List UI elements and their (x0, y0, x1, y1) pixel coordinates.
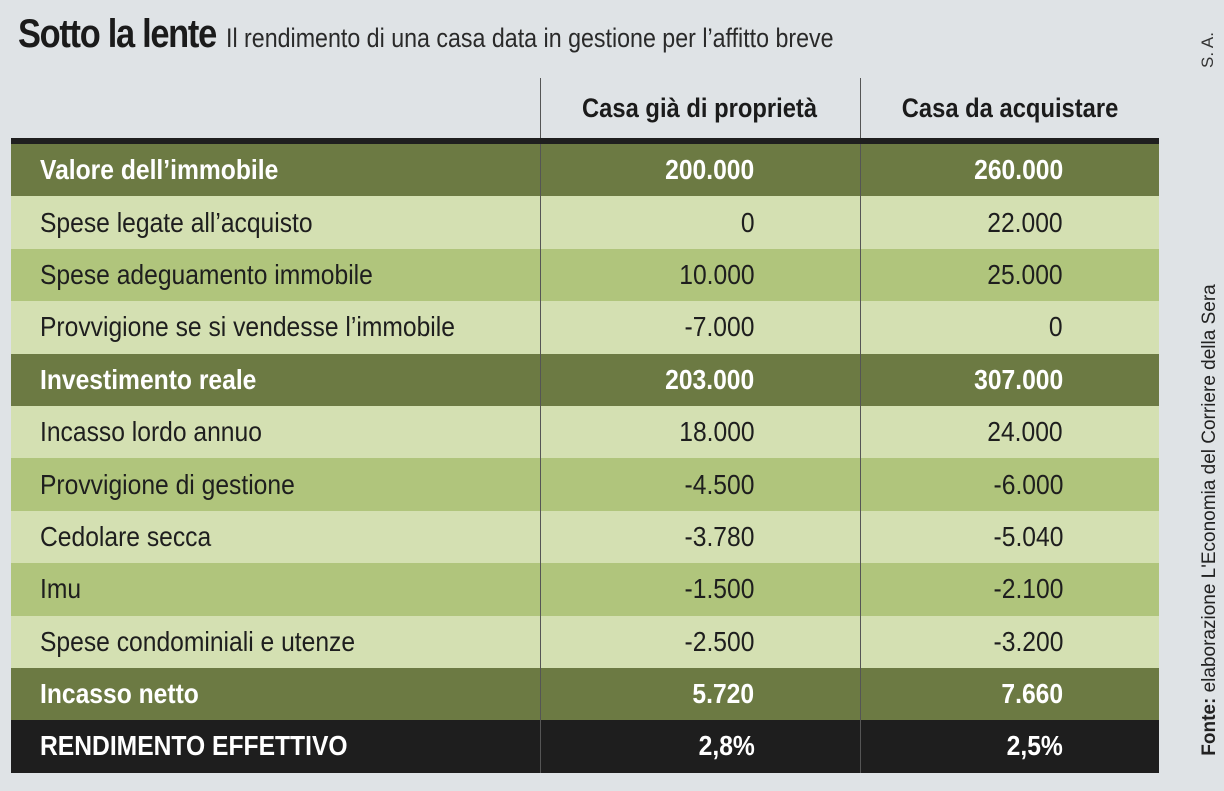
header-house-to-buy: Casa da acquistare (859, 78, 1159, 144)
value-to-buy: 2,5% (1006, 730, 1063, 762)
table-header-row: Casa già di proprietà Casa da acquistare (11, 78, 1159, 144)
value-cell-to-buy: -6.000 (859, 458, 1159, 511)
value-cell-to-buy: 260.000 (859, 141, 1159, 197)
value-cell-to-buy: -2.100 (859, 563, 1159, 616)
value-to-buy: 7.660 (1001, 678, 1063, 710)
value-cell-owned: 200.000 (539, 141, 860, 197)
value-to-buy: 22.000 (987, 206, 1063, 238)
row-label: Imu (40, 573, 82, 605)
value-owned: 18.000 (679, 416, 755, 448)
table-row: Provvigione di gestione -4.500 -6.000 (11, 458, 1159, 511)
value-to-buy: 307.000 (973, 363, 1063, 395)
row-label-cell: Valore dell’immobile (11, 141, 540, 197)
table-row: Spese condominiali e utenze -2.500 -3.200 (11, 615, 1159, 668)
row-label-cell: Imu (11, 563, 540, 616)
row-label-cell: Spese condominiali e utenze (11, 615, 540, 668)
row-label: Cedolare secca (40, 520, 212, 552)
row-label-cell: Spese legate all’acquisto (11, 196, 540, 249)
header-blank (11, 78, 540, 144)
value-cell-to-buy: -3.200 (859, 615, 1159, 668)
value-to-buy: -2.100 (993, 573, 1063, 605)
table-row: Incasso netto 5.720 7.660 (11, 667, 1159, 721)
title-row: Sotto la lente Il rendimento di una casa… (18, 12, 933, 70)
value-owned: 0 (740, 206, 755, 238)
value-owned: -3.780 (684, 520, 755, 552)
value-to-buy: -3.200 (993, 625, 1063, 657)
value-cell-to-buy: 24.000 (859, 405, 1159, 459)
value-cell-owned: -3.780 (539, 510, 860, 564)
value-owned: 10.000 (679, 258, 755, 290)
table-row: Incasso lordo annuo 18.000 24.000 (11, 405, 1159, 459)
value-cell-owned: -7.000 (539, 301, 860, 354)
row-label-cell: Cedolare secca (11, 510, 540, 564)
table-row: Provvigione se si vendesse l’immobile -7.… (11, 301, 1159, 354)
table-row: Imu -1.500 -2.100 (11, 563, 1159, 616)
source-note: Fonte: elaborazione L'Economia del Corri… (1199, 250, 1221, 790)
value-to-buy: -5.040 (993, 520, 1063, 552)
table-row: Spese adeguamento immobile 10.000 25.000 (11, 248, 1159, 302)
value-cell-owned: -2.500 (539, 615, 860, 668)
value-cell-owned: -1.500 (539, 563, 860, 616)
row-label: Incasso lordo annuo (40, 416, 262, 448)
value-owned: 203.000 (665, 363, 755, 395)
page-title: Sotto la lente (18, 12, 217, 56)
value-owned: -2.500 (684, 625, 755, 657)
row-label-cell: Spese adeguamento immobile (11, 248, 540, 302)
value-cell-to-buy: 2,5% (859, 720, 1159, 773)
value-cell-owned: 18.000 (539, 405, 860, 459)
value-cell-owned: 5.720 (539, 667, 860, 721)
row-label-cell: RENDIMENTO EFFETTIVO (11, 720, 540, 773)
row-label: Provvigione di gestione (40, 468, 295, 500)
value-to-buy: 260.000 (973, 154, 1063, 186)
row-label: Incasso netto (40, 678, 199, 710)
table-row: Investimento reale 203.000 307.000 (11, 353, 1159, 406)
value-cell-owned: 10.000 (539, 248, 860, 302)
value-owned: -4.500 (684, 468, 755, 500)
header-owned-house: Casa già di proprietà (539, 78, 860, 144)
row-label: Spese condominiali e utenze (40, 625, 356, 657)
table-body: Valore dell’immobile 200.000 260.000 Spese … (11, 141, 1159, 773)
row-label: RENDIMENTO EFFETTIVO (40, 730, 348, 762)
source-label: Fonte: (1199, 697, 1220, 756)
row-label: Provvigione se si vendesse l’immobile (40, 311, 455, 343)
page-subtitle: Il rendimento di una casa data in gestio… (226, 23, 834, 53)
value-cell-owned: 2,8% (539, 720, 860, 773)
row-label: Investimento reale (40, 363, 257, 395)
author-initials: S. A. (1198, 32, 1217, 68)
row-label-cell: Investimento reale (11, 353, 540, 406)
value-to-buy: -6.000 (993, 468, 1063, 500)
row-label-cell: Provvigione di gestione (11, 458, 540, 511)
value-owned: 2,8% (698, 730, 755, 762)
value-cell-to-buy: 307.000 (859, 353, 1159, 406)
value-to-buy: 0 (1049, 311, 1063, 343)
row-label: Spese legate all’acquisto (40, 206, 313, 238)
yield-table: Casa già di proprietà Casa da acquistare… (11, 78, 1159, 773)
value-cell-to-buy: 22.000 (859, 196, 1159, 249)
table-row: Spese legate all’acquisto 0 22.000 (11, 196, 1159, 249)
value-to-buy: 25.000 (987, 258, 1063, 290)
header-owned-house-label: Casa già di proprietà (582, 92, 818, 123)
row-label-cell: Incasso lordo annuo (11, 405, 540, 459)
table-row: Cedolare secca -3.780 -5.040 (11, 510, 1159, 564)
row-label: Spese adeguamento immobile (40, 258, 373, 290)
value-owned: -7.000 (684, 311, 755, 343)
value-to-buy: 24.000 (987, 416, 1063, 448)
value-owned: -1.500 (684, 573, 755, 605)
table-row: Valore dell’immobile 200.000 260.000 (11, 141, 1159, 197)
table-row: RENDIMENTO EFFETTIVO 2,8% 2,5% (11, 720, 1159, 773)
value-owned: 5.720 (692, 678, 755, 710)
value-cell-to-buy: 0 (859, 301, 1159, 354)
value-cell-to-buy: 7.660 (859, 667, 1159, 721)
value-owned: 200.000 (665, 154, 755, 186)
value-cell-owned: 203.000 (539, 353, 860, 406)
value-cell-to-buy: 25.000 (859, 248, 1159, 302)
row-label: Valore dell’immobile (40, 154, 279, 186)
value-cell-owned: 0 (539, 196, 860, 249)
header-house-to-buy-label: Casa da acquistare (901, 92, 1119, 123)
value-cell-to-buy: -5.040 (859, 510, 1159, 564)
row-label-cell: Provvigione se si vendesse l’immobile (11, 301, 540, 354)
row-label-cell: Incasso netto (11, 667, 540, 721)
source-text: elaborazione L'Economia del Corriere del… (1199, 284, 1220, 698)
value-cell-owned: -4.500 (539, 458, 860, 511)
